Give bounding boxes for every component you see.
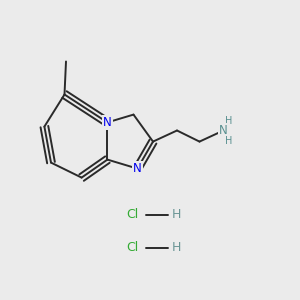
Text: Cl: Cl: [126, 241, 138, 254]
Text: H: H: [225, 136, 233, 146]
Text: H: H: [225, 116, 233, 126]
Text: N: N: [103, 116, 112, 129]
Text: H: H: [172, 208, 181, 221]
Text: H: H: [172, 241, 181, 254]
Text: N: N: [219, 124, 228, 137]
Text: Cl: Cl: [126, 208, 138, 221]
Text: N: N: [133, 162, 142, 175]
